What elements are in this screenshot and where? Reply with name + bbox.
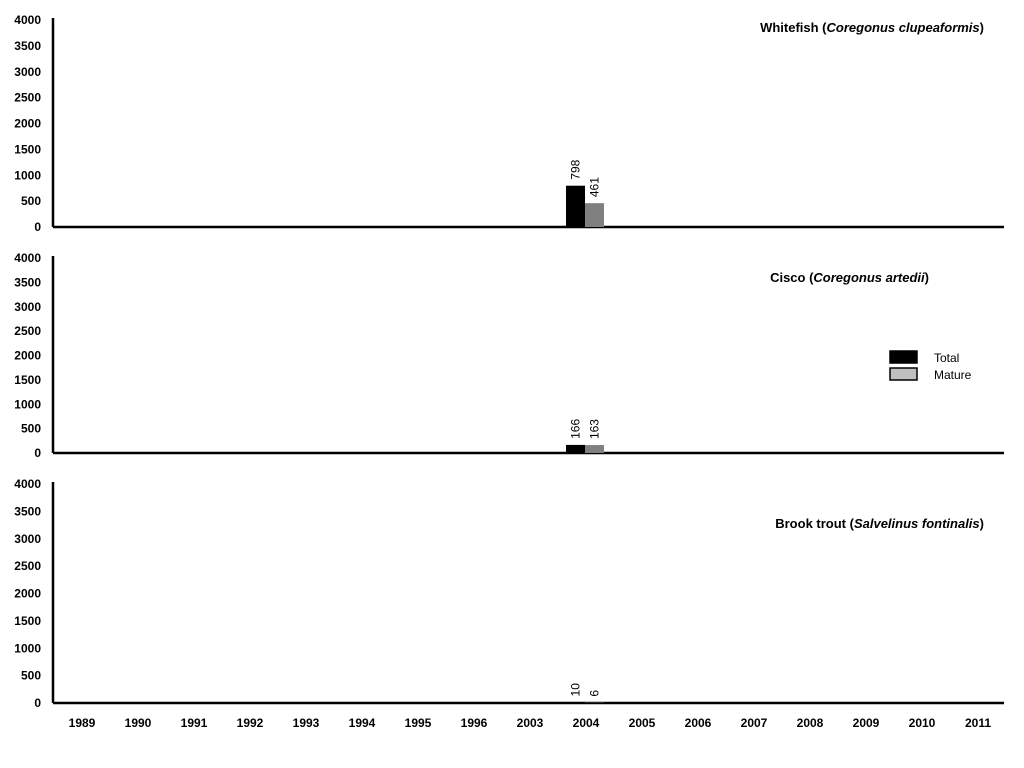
bar-total bbox=[566, 702, 585, 703]
legend-label-total: Total bbox=[934, 351, 959, 365]
panel-title: Whitefish (Coregonus clupeaformis) bbox=[760, 20, 984, 35]
panel-2: 0 500 1000 1500 2000 2500 3000 3500 4000 Cisco (C… bbox=[14, 251, 1004, 460]
y-tick-label: 3000 bbox=[14, 300, 41, 314]
legend-label-mature: Mature bbox=[934, 368, 972, 382]
y-tick-label: 1000 bbox=[14, 168, 41, 182]
x-tick-label: 1991 bbox=[181, 716, 208, 730]
data-label: 798 bbox=[569, 159, 583, 179]
x-tick-label: 2007 bbox=[741, 716, 768, 730]
bar-mature bbox=[585, 445, 604, 453]
x-tick-label: 1993 bbox=[293, 716, 320, 730]
panel-title: Brook trout (Salvelinus fontinalis) bbox=[775, 516, 984, 531]
x-tick-label: 1995 bbox=[405, 716, 432, 730]
bar-mature bbox=[585, 203, 604, 227]
x-tick-label: 1989 bbox=[69, 716, 96, 730]
y-tick-label: 1500 bbox=[14, 142, 41, 156]
x-tick-label: 2009 bbox=[853, 716, 880, 730]
x-tick-label: 2003 bbox=[517, 716, 544, 730]
panel-3: 0 500 1000 1500 2000 2500 3000 3500 4000 Brook tr… bbox=[14, 477, 1004, 710]
legend: Total Mature bbox=[889, 350, 972, 382]
y-tick-label: 1000 bbox=[14, 397, 41, 411]
y-tick-label: 3000 bbox=[14, 532, 41, 546]
y-tick-label: 3500 bbox=[14, 275, 41, 289]
y-tick-label: 2500 bbox=[14, 324, 41, 338]
y-tick-label: 2500 bbox=[14, 559, 41, 573]
data-label: 6 bbox=[588, 690, 602, 697]
y-tick-label: 4000 bbox=[14, 251, 41, 265]
y-tick-label: 3500 bbox=[14, 39, 41, 53]
y-tick-label: 0 bbox=[34, 696, 41, 710]
x-tick-label: 1994 bbox=[349, 716, 376, 730]
x-tick-label: 2004 bbox=[573, 716, 600, 730]
legend-swatch-total bbox=[889, 350, 918, 364]
y-tick-label: 2000 bbox=[14, 349, 41, 363]
x-tick-label: 2008 bbox=[797, 716, 824, 730]
data-label: 461 bbox=[588, 177, 602, 197]
x-tick-label: 1992 bbox=[237, 716, 264, 730]
y-tick-label: 0 bbox=[34, 446, 41, 460]
y-tick-label: 1500 bbox=[14, 614, 41, 628]
x-tick-label: 1996 bbox=[461, 716, 488, 730]
data-label: 163 bbox=[588, 419, 602, 439]
bar-total bbox=[566, 185, 585, 227]
y-tick-label: 500 bbox=[21, 669, 41, 683]
bar-total bbox=[566, 444, 585, 453]
x-tick-label: 2005 bbox=[629, 716, 656, 730]
data-label: 166 bbox=[569, 419, 583, 439]
y-tick-label: 2000 bbox=[14, 117, 41, 131]
legend-swatch-mature bbox=[889, 367, 918, 381]
y-tick-label: 2000 bbox=[14, 587, 41, 601]
y-tick-label: 1000 bbox=[14, 641, 41, 655]
y-tick-label: 1500 bbox=[14, 373, 41, 387]
x-tick-label: 2011 bbox=[965, 716, 991, 730]
panel-1: 0 500 1000 1500 2000 2500 3000 3500 4000 Whitefis… bbox=[14, 13, 1004, 234]
panel-title: Cisco (Coregonus artedii) bbox=[770, 270, 929, 285]
y-tick-label: 4000 bbox=[14, 477, 41, 491]
x-tick-label: 1990 bbox=[125, 716, 152, 730]
y-tick-label: 500 bbox=[21, 194, 41, 208]
y-tick-label: 4000 bbox=[14, 13, 41, 27]
y-tick-label: 2500 bbox=[14, 91, 41, 105]
x-tick-label: 2010 bbox=[909, 716, 936, 730]
y-tick-label: 3000 bbox=[14, 65, 41, 79]
y-tick-label: 3500 bbox=[14, 504, 41, 518]
data-label: 10 bbox=[569, 683, 583, 697]
y-tick-label: 500 bbox=[21, 422, 41, 436]
x-tick-label: 2006 bbox=[685, 716, 712, 730]
y-tick-label: 0 bbox=[34, 220, 41, 234]
